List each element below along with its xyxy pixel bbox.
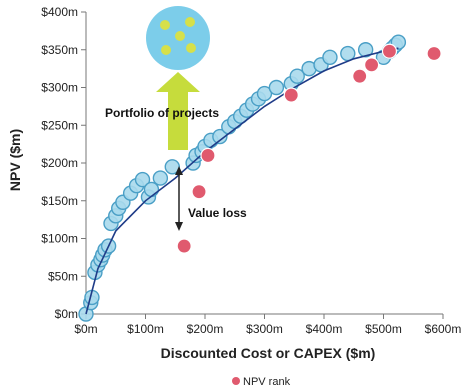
project-point [268,79,285,96]
y-tick-label: $300m [41,81,78,95]
x-tick-label: $300m [246,322,283,336]
y-tick-label: $50m [48,269,78,283]
npv-rank-point [352,68,368,84]
npv-rank-point [426,45,442,62]
project-point [289,68,305,84]
npv-rank-point [364,57,380,73]
y-tick-label: $100m [41,232,78,246]
npv-rank-point [283,87,299,103]
project-point [152,170,169,186]
project-point [357,42,374,58]
y-tick-label: $200m [41,156,78,170]
x-tick-label: $500m [365,322,402,336]
y-axis-ticks: $0m $50m $100m $150m $200m $250m $300m $350m $40… [41,5,86,321]
frontier-line [85,47,399,315]
npv-rank-points [176,43,442,254]
legend: NPV rank [232,376,291,388]
y-axis-label: NPV ($m) [7,129,23,191]
portfolio-arrow-icon [156,72,200,150]
project-point [390,34,407,50]
x-axis-ticks: $0m $100m $200m $300m $400m $500m $600m [74,314,461,336]
y-tick-label: $350m [41,43,78,57]
x-tick-label: $600m [425,322,462,336]
y-tick-label: $400m [41,5,78,19]
portfolio-icon [146,6,210,70]
x-axis-label: Discounted Cost or CAPEX ($m) [161,345,376,361]
npv-rank-point [200,147,216,164]
y-tick-label: $150m [41,194,78,208]
project-point [256,85,273,102]
x-tick-label: $100m [127,322,164,336]
legend-swatch [232,377,240,385]
y-tick-label: $0m [55,307,78,321]
frontier-curve [85,47,399,315]
npv-rank-point [381,43,398,59]
npv-rank-point [176,238,192,254]
project-point [134,171,151,188]
x-tick-label: $200m [187,322,224,336]
y-tick-label: $250m [41,118,78,132]
annotation-portfolio: Portfolio of projects [105,106,219,120]
project-point [322,49,338,65]
project-point [212,128,228,145]
legend-label: NPV rank [243,376,291,388]
npv-rank-point [191,184,207,200]
value-loss-arrow [175,166,183,231]
x-tick-label: $400m [306,322,343,336]
annotation-value-loss: Value loss [188,206,247,220]
x-tick-label: $0m [74,322,97,336]
